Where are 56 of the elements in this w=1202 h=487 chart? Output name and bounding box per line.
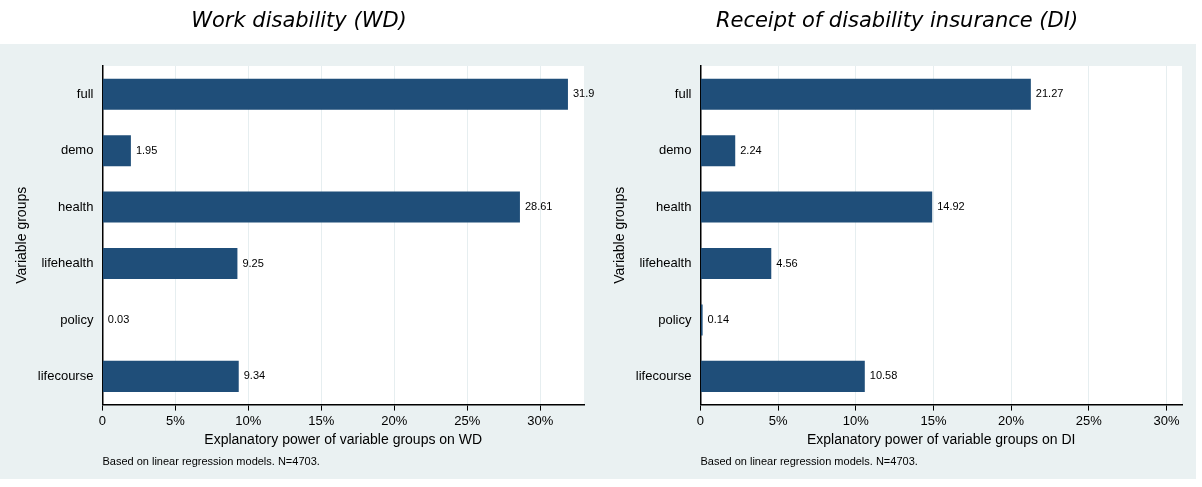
y-tick-label: health <box>656 198 692 214</box>
x-tick-label: 30% <box>527 412 554 428</box>
x-tick-label: 25% <box>454 412 481 428</box>
x-tick-label: 10% <box>842 412 870 428</box>
x-tick-label: 5% <box>768 412 788 428</box>
data-label: 0.03 <box>107 312 130 325</box>
chart-title: Receipt of disability insurance (DI) <box>598 0 1196 44</box>
bar <box>102 78 568 110</box>
data-label: 31.9 <box>572 87 595 100</box>
y-tick-label: policy <box>60 311 94 327</box>
y-tick-label: demo <box>658 142 692 158</box>
data-label: 10.58 <box>869 369 898 382</box>
data-label: 14.92 <box>937 200 965 213</box>
data-label: 9.34 <box>243 369 266 382</box>
x-tick-label: 0 <box>98 412 107 428</box>
bar <box>700 248 772 280</box>
data-label: 9.25 <box>242 256 264 269</box>
chart-title: Work disability (WD) <box>0 0 598 44</box>
bar <box>700 191 933 223</box>
x-tick-label: 10% <box>235 412 262 428</box>
y-tick-label: lifecourse <box>37 367 94 383</box>
bar <box>102 360 239 392</box>
x-axis-title: Explanatory power of variable groups on DI <box>806 431 1076 448</box>
y-tick-label: lifehealth <box>41 255 94 271</box>
x-tick-label: 15% <box>308 412 335 428</box>
y-axis-title: Variable groups <box>611 186 628 284</box>
text: Based on linear regression models. N=4703. <box>700 455 918 467</box>
x-tick-label: 0 <box>696 412 705 428</box>
x-tick-label: 15% <box>920 412 947 428</box>
x-tick-label: 25% <box>1075 412 1103 428</box>
y-tick-label: full <box>76 85 94 101</box>
y-tick-label: full <box>674 85 692 101</box>
data-label: 0.14 <box>707 312 730 325</box>
x-tick-label: 30% <box>1153 412 1180 428</box>
bar <box>700 135 736 167</box>
data-label: 1.95 <box>135 143 158 156</box>
x-tick-label: 20% <box>998 412 1025 428</box>
y-axis-title: Variable groups <box>13 186 30 284</box>
bar <box>700 78 1031 110</box>
y-tick-label: lifecourse <box>635 367 692 383</box>
data-label: 21.27 <box>1035 87 1064 100</box>
y-tick-label: demo <box>60 142 94 158</box>
x-tick-label: 5% <box>166 412 186 428</box>
data-label: 28.61 <box>524 200 553 213</box>
y-tick-label: policy <box>658 311 692 327</box>
text: Based on linear regression models. N=4703. <box>102 455 320 467</box>
bar <box>102 248 238 280</box>
bar <box>700 360 865 392</box>
y-tick-label: health <box>58 198 94 214</box>
bar <box>102 135 131 167</box>
y-tick-label: lifehealth <box>639 255 692 271</box>
x-tick-label: 20% <box>381 412 408 428</box>
bar <box>102 191 520 223</box>
data-label: 2.24 <box>740 143 762 156</box>
data-label: 4.56 <box>776 256 798 269</box>
x-axis-title: Explanatory power of variable groups on WD <box>204 431 483 448</box>
